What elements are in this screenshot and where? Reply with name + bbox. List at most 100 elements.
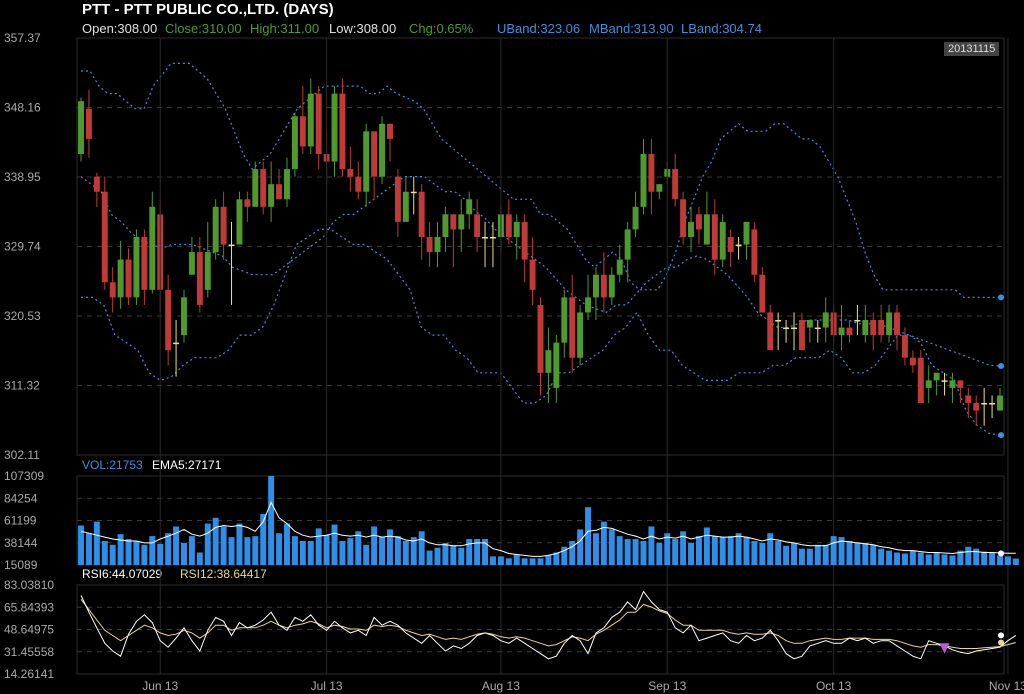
volume-bar	[997, 555, 1003, 565]
candle-body	[204, 252, 211, 290]
candle-body	[85, 108, 92, 139]
volume-bar	[78, 525, 84, 565]
rsi12-label: RSI12:38.64417	[180, 567, 267, 581]
volume-bar	[941, 554, 948, 565]
candle-body	[933, 372, 940, 381]
candle-body	[688, 221, 694, 237]
candle-body	[941, 380, 948, 382]
candle-body	[917, 357, 924, 404]
price-tick-label: 357.37	[4, 31, 41, 45]
volume-bar	[529, 558, 536, 565]
volume-bar	[323, 535, 330, 565]
volume-bar	[284, 523, 290, 565]
candle-body	[798, 319, 805, 351]
volume-bar	[585, 507, 592, 565]
candle-body	[577, 312, 584, 358]
candle-body	[806, 319, 813, 328]
volume-bar	[751, 540, 758, 565]
volume-bar	[735, 533, 742, 565]
volume-bar	[93, 521, 100, 565]
chart-title: PTT - PTT PUBLIC CO.,LTD. (DAYS)	[82, 1, 334, 18]
volume-bar	[426, 550, 433, 565]
candle-body	[109, 282, 116, 298]
candle-body	[886, 312, 893, 336]
volume-bar	[101, 540, 108, 565]
candle-body	[973, 403, 980, 411]
volume-bar	[624, 539, 631, 565]
rsi6-label: RSI6:44.07029	[82, 567, 163, 581]
candle-body	[371, 131, 378, 177]
rsi-tick-label: 83.03810	[4, 578, 54, 592]
volume-bar	[711, 536, 718, 565]
candle-body	[181, 297, 187, 336]
volume-bar	[561, 546, 568, 565]
candle-body	[228, 244, 235, 247]
candle-body	[347, 169, 354, 177]
candle-body	[632, 206, 639, 230]
candle-body	[268, 184, 275, 207]
volume-bar	[616, 536, 623, 565]
rsi-tick-label: 31.45558	[4, 645, 54, 659]
candle-body	[284, 169, 290, 200]
candle-body	[838, 327, 845, 336]
volume-bar	[1004, 556, 1011, 565]
volume-bar	[165, 533, 172, 565]
volume-tick-label: 38144	[4, 536, 38, 550]
candle-body	[592, 274, 599, 298]
rsi12-line	[80, 598, 1016, 649]
volume-bar	[680, 531, 687, 565]
volume-bar	[513, 554, 520, 565]
bollinger-lower-line-end-dot	[998, 432, 1004, 439]
candle-body	[117, 259, 124, 298]
price-tick-label: 311.32	[4, 379, 40, 393]
volume-bar	[830, 536, 837, 565]
candle-body	[846, 327, 853, 336]
volume-bar	[379, 537, 386, 565]
volume-label: VOL:21753	[82, 458, 143, 472]
bollinger-upper-line-end-dot	[998, 294, 1004, 301]
volume-bar	[141, 544, 148, 565]
candle-body	[695, 214, 702, 230]
rsi6-line-end-dot	[998, 632, 1004, 639]
candle-body	[125, 259, 132, 298]
volume-bar	[133, 540, 140, 565]
rsi12-line-end-dot	[998, 639, 1004, 646]
candle-body	[236, 199, 243, 245]
volume-bar	[252, 536, 259, 565]
volume-bar	[410, 537, 417, 565]
candle-body	[173, 342, 180, 345]
candle-body	[489, 236, 496, 239]
volume-bar	[553, 552, 560, 565]
candle-body	[862, 319, 869, 336]
price-tick-label: 320.53	[4, 309, 41, 323]
volume-bar	[909, 550, 916, 565]
candle-body	[299, 116, 306, 147]
candle-body	[957, 380, 964, 388]
volume-ema-label: EMA5:27171	[152, 458, 222, 472]
candle-body	[387, 123, 393, 139]
volume-bar	[838, 537, 845, 565]
volume-bar	[347, 538, 354, 565]
volume-bar	[727, 536, 734, 565]
date-tick-label: Aug 13	[482, 679, 520, 693]
candle-body	[252, 169, 259, 207]
volume-bar	[577, 529, 584, 565]
bollinger-lower-line	[81, 228, 1001, 436]
volume-bar	[917, 552, 924, 565]
volume-bar	[196, 552, 203, 565]
volume-bar	[814, 544, 821, 565]
candle-body	[624, 229, 631, 260]
volume-bar	[497, 556, 504, 565]
candle-body	[561, 297, 568, 343]
candle-body	[989, 403, 996, 405]
candle-body	[529, 259, 536, 290]
candle-body	[244, 199, 251, 207]
volume-bar	[260, 513, 267, 565]
volume-tick-label: 107309	[4, 469, 44, 483]
candle-body	[149, 206, 156, 290]
rsi-tick-label: 65.84393	[4, 600, 54, 614]
candle-body	[196, 252, 203, 305]
bollinger-middle-line	[80, 176, 1001, 367]
volume-bar	[173, 526, 180, 565]
